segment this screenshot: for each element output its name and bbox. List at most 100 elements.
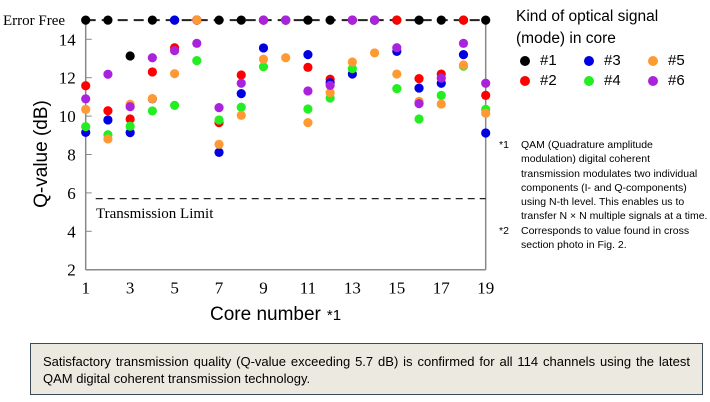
error-free-label: Error Free xyxy=(3,13,65,29)
x-axis-label: Core number *1 xyxy=(210,304,341,325)
data-point-mode-4 xyxy=(258,62,269,72)
data-point-mode-2 xyxy=(103,106,113,116)
data-point-mode-4 xyxy=(125,121,135,131)
caption-box: Satisfactory transmission quality (Q-val… xyxy=(30,343,703,395)
data-point-mode-2 xyxy=(236,70,246,80)
x-tick-label: 1 xyxy=(81,279,90,298)
data-point-mode-4 xyxy=(236,102,246,112)
data-point-mode-1 xyxy=(436,15,446,25)
data-point-mode-6 xyxy=(392,43,402,53)
data-point-mode-1 xyxy=(103,15,113,25)
y-tick-label: 4 xyxy=(67,222,76,241)
x-tick-label: 5 xyxy=(170,279,179,298)
data-point-mode-3 xyxy=(103,115,113,125)
data-point-mode-6 xyxy=(81,94,91,104)
data-point-mode-5 xyxy=(169,69,180,79)
data-point-mode-5 xyxy=(192,15,202,25)
data-point-mode-6 xyxy=(281,15,291,25)
data-point-mode-4 xyxy=(347,64,357,74)
legend-entry: #1 xyxy=(520,52,584,69)
x-tick-label: 3 xyxy=(126,279,135,298)
data-point-mode-4 xyxy=(414,114,424,124)
legend-entry: #5 xyxy=(648,52,710,69)
data-point-mode-2 xyxy=(414,74,424,84)
footnote-text: QAM (Quadrature amplitude modulation) di… xyxy=(521,139,708,223)
y-tick-label: 6 xyxy=(67,184,76,203)
data-point-mode-1 xyxy=(481,15,491,25)
data-point-mode-6 xyxy=(303,86,313,96)
y-tick-label: 8 xyxy=(67,146,76,165)
data-point-mode-6 xyxy=(414,99,424,109)
data-point-mode-2 xyxy=(458,15,469,25)
x-tick-label: 9 xyxy=(259,279,268,298)
x-tick-label: 19 xyxy=(477,279,494,298)
data-point-mode-5 xyxy=(281,53,291,63)
data-point-mode-6 xyxy=(147,53,157,63)
data-point-mode-4 xyxy=(214,115,224,125)
data-point-mode-3 xyxy=(303,50,313,60)
legend-marker xyxy=(520,55,530,66)
data-point-mode-5 xyxy=(481,108,491,118)
data-point-mode-3 xyxy=(414,83,424,93)
data-point-mode-4 xyxy=(392,84,402,94)
data-point-mode-2 xyxy=(147,67,157,77)
data-point-mode-1 xyxy=(236,15,246,25)
data-point-mode-5 xyxy=(369,48,380,58)
data-point-mode-2 xyxy=(392,15,402,25)
y-tick-label: 10 xyxy=(59,107,76,126)
y-tick-label: 14 xyxy=(59,30,77,49)
data-point-mode-1 xyxy=(325,15,335,25)
data-point-mode-1 xyxy=(303,15,313,25)
footnote-mark: *1 xyxy=(499,139,509,151)
x-tick-label: 13 xyxy=(344,279,361,298)
data-point-mode-6 xyxy=(347,15,357,25)
data-point-mode-6 xyxy=(481,78,491,88)
x-axis-label-note: *1 xyxy=(327,307,341,324)
data-point-mode-5 xyxy=(147,94,157,104)
data-point-mode-1 xyxy=(81,15,91,25)
data-point-mode-4 xyxy=(169,100,180,110)
legend-entry: #2 xyxy=(520,72,584,89)
data-point-mode-5 xyxy=(325,88,335,98)
data-point-mode-6 xyxy=(169,46,180,56)
data-point-mode-6 xyxy=(458,38,469,48)
data-point-mode-5 xyxy=(458,60,469,70)
footnotes: *1 QAM (Quadrature amplitude modulation) … xyxy=(499,138,709,252)
legend: #1 #3 #5 #2 #4 #6 xyxy=(520,52,710,89)
data-point-mode-5 xyxy=(103,134,113,144)
data-point-mode-2 xyxy=(303,62,313,72)
legend-entry: #3 xyxy=(584,52,648,69)
data-point-mode-6 xyxy=(103,69,113,79)
legend-marker xyxy=(648,55,658,66)
data-point-mode-6 xyxy=(192,38,202,48)
y-tick-label: 2 xyxy=(67,261,76,280)
data-point-mode-3 xyxy=(169,15,180,25)
legend-entry: #4 xyxy=(584,72,648,89)
data-point-mode-5 xyxy=(436,99,446,109)
data-point-mode-4 xyxy=(436,90,446,100)
data-point-mode-3 xyxy=(258,43,269,53)
legend-label: #4 xyxy=(604,72,621,89)
legend-marker xyxy=(648,75,658,86)
data-point-mode-1 xyxy=(414,15,424,25)
data-point-mode-5 xyxy=(81,104,91,114)
legend-label: #2 xyxy=(540,72,557,89)
footnote-text: Corresponds to value found in cross sect… xyxy=(521,224,690,252)
data-point-mode-1 xyxy=(214,15,224,25)
data-point-mode-6 xyxy=(436,73,446,83)
x-tick-label: 7 xyxy=(215,279,224,298)
data-point-mode-5 xyxy=(258,54,269,64)
legend-label: #6 xyxy=(668,72,685,89)
data-point-mode-2 xyxy=(481,90,491,100)
data-point-mode-1 xyxy=(147,15,157,25)
data-point-mode-3 xyxy=(481,128,491,138)
y-axis-label: Q-value (dB) xyxy=(31,100,52,208)
data-point-mode-2 xyxy=(81,81,91,91)
caption-text: Satisfactory transmission quality (Q-val… xyxy=(43,354,690,386)
data-point-mode-4 xyxy=(81,122,91,132)
transmission-limit-label: Transmission Limit xyxy=(96,206,214,222)
x-axis-label-text: Core number xyxy=(210,304,322,325)
data-point-mode-5 xyxy=(347,57,357,67)
data-point-mode-5 xyxy=(214,139,224,149)
